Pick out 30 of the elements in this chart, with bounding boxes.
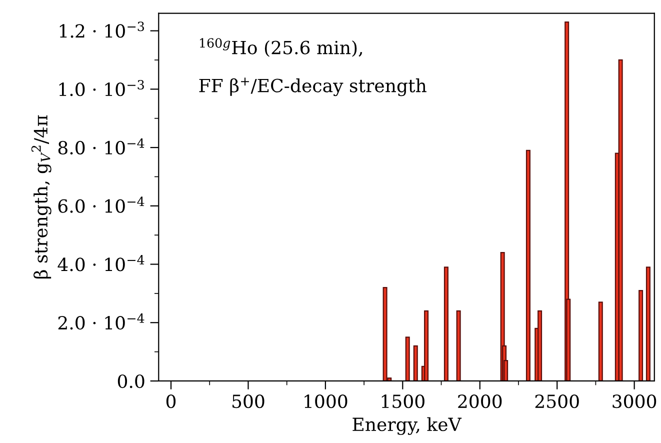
x-tick-label: 1500 [382, 394, 424, 408]
bar [598, 302, 603, 381]
x-tick-label: 500 [232, 394, 264, 408]
bar [413, 345, 418, 381]
bar [638, 290, 644, 381]
y-tick-label: 1.2 · 10$^{−3}$ [60, 22, 144, 38]
bar [382, 287, 388, 381]
annotation: $^{160g}$Ho (25.6 min), [200, 38, 362, 57]
x-tick-label: 2500 [535, 394, 579, 408]
bar [618, 59, 623, 381]
y-tick-label: 1.0 · 10$^{−3}$ [59, 80, 144, 96]
x-tick-label: 1000 [304, 394, 348, 408]
y-tick-label: 2.0 · 10$^{−4}$ [58, 313, 144, 330]
x-tick-label: 2000 [458, 394, 502, 408]
x-axis-title: Energy, keV [352, 417, 462, 435]
bar [646, 266, 650, 381]
y-tick-label: 8.0 · 10$^{−4}$ [58, 138, 144, 155]
x-tick-label: 3000 [612, 394, 656, 408]
bar [526, 150, 530, 381]
bar [424, 310, 429, 381]
y-tick-label: 4.0 · 10$^{−4}$ [58, 255, 144, 272]
bar [538, 310, 542, 381]
bar [444, 266, 448, 381]
y-tick-label: 6.0 · 10$^{−4}$ [58, 196, 144, 213]
bar [456, 310, 461, 381]
bar [405, 336, 410, 381]
y-axis-title: β strength, g$_{V}$$^{2}$/4π [31, 115, 52, 279]
y-tick-label: 0.0 [118, 374, 144, 388]
x-tick-label: 0 [166, 394, 176, 408]
annotation: FF β$^{+}$/EC-decay strength [199, 78, 426, 96]
